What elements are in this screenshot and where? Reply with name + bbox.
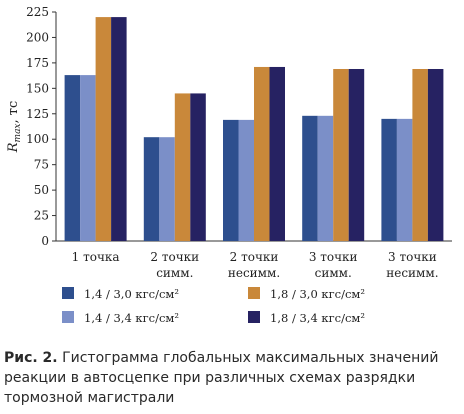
bar-chart: 0 25 50 75 100 125 150 175 200 225 Rmax, тс 1 точка…	[6, 5, 452, 325]
x-tick-label: 2 точки	[150, 250, 199, 264]
chart-labels: 0 25 50 75 100 125 150 175 200 225 Rmax, тс 1 точка…	[6, 5, 439, 280]
y-axis-label: Rmax, тс	[6, 101, 23, 154]
y-tick-label: 175	[26, 56, 49, 70]
x-tick-label: 2 точки	[230, 250, 279, 264]
bar	[143, 137, 160, 241]
bar	[111, 17, 127, 242]
bar	[190, 93, 206, 241]
bar	[396, 118, 413, 241]
legend-swatch	[248, 311, 260, 323]
y-tick-label: 50	[34, 183, 49, 197]
y-tick-label: 100	[26, 132, 49, 146]
legend-label: 1,8 / 3,0 кгс/см²	[270, 287, 365, 301]
bar	[254, 66, 270, 242]
x-tick-label: несимм.	[228, 266, 280, 280]
x-tick-label: симм.	[315, 266, 352, 280]
bar	[269, 66, 285, 242]
bar	[238, 119, 254, 241]
y-tick-label: 125	[26, 107, 49, 121]
x-tick-label: симм.	[156, 266, 193, 280]
bar	[412, 68, 428, 242]
y-tick-label: 200	[26, 30, 49, 44]
bar	[333, 68, 349, 242]
x-tick-label: несимм.	[386, 266, 438, 280]
chart-bars	[64, 17, 444, 242]
y-tick-label: 0	[41, 234, 49, 248]
y-tick-label: 25	[34, 209, 49, 223]
bar	[348, 68, 365, 242]
bar	[302, 115, 318, 241]
bar	[159, 137, 175, 241]
legend-swatch	[248, 287, 260, 299]
bar	[223, 119, 239, 241]
bar	[427, 68, 444, 242]
legend-swatch	[62, 311, 74, 323]
legend-label: 1,4 / 3,0 кгс/см²	[84, 287, 179, 301]
caption-text: Гистограмма глобальных максимальных знач…	[4, 350, 439, 406]
bar	[381, 118, 397, 241]
bar	[80, 75, 96, 241]
x-tick-label: 3 точки	[309, 250, 358, 264]
x-tick-label: 3 точки	[388, 250, 437, 264]
y-tick-label: 225	[26, 5, 49, 19]
bar	[174, 93, 191, 241]
bar	[317, 115, 334, 241]
caption-label: Рис. 2.	[4, 350, 58, 366]
y-tick-label: 150	[26, 81, 49, 95]
x-tick-label: 1 точка	[72, 250, 120, 264]
figure-caption: Рис. 2. Гистограмма глобальных максималь…	[4, 348, 460, 408]
bar	[64, 75, 81, 241]
chart-legend: 1,4 / 3,0 кгс/см² 1,4 / 3,4 кгс/см² 1,8 / …	[62, 287, 365, 325]
legend-swatch	[62, 287, 74, 299]
y-tick-label: 75	[34, 158, 49, 172]
legend-label: 1,8 / 3,4 кгс/см²	[270, 311, 365, 325]
legend-label: 1,4 / 3,4 кгс/см²	[84, 311, 179, 325]
bar	[95, 17, 112, 242]
